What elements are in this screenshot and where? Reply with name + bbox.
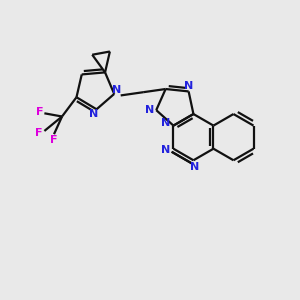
Text: N: N <box>89 109 98 119</box>
Text: N: N <box>112 85 122 95</box>
Text: F: F <box>50 135 58 145</box>
Text: F: F <box>36 107 43 117</box>
Text: N: N <box>161 118 170 128</box>
Text: N: N <box>145 105 154 115</box>
Text: N: N <box>184 81 193 91</box>
Text: F: F <box>35 128 42 138</box>
Text: N: N <box>190 162 200 172</box>
Text: N: N <box>161 145 170 155</box>
